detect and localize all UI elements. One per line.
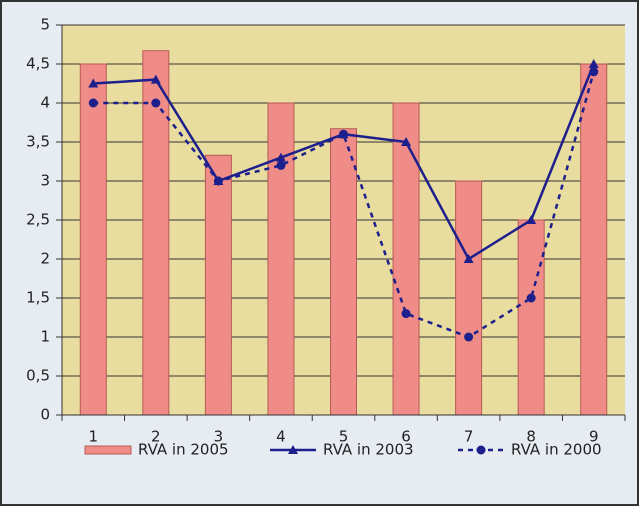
bar <box>517 219 545 416</box>
bar <box>267 102 295 416</box>
bar <box>455 180 483 416</box>
legend-label: RVA in 2003 <box>323 441 414 459</box>
x-tick-label: 5 <box>339 428 349 446</box>
y-tick-label: 1 <box>40 328 50 346</box>
line-marker <box>463 254 474 263</box>
line-marker <box>151 98 161 108</box>
bar <box>142 50 170 416</box>
legend-marker <box>476 445 486 455</box>
bar <box>330 128 357 416</box>
line-marker <box>276 160 286 170</box>
line-marker <box>526 215 537 224</box>
y-tick-label: 4 <box>40 94 50 112</box>
legend-marker <box>288 445 298 454</box>
y-tick-label: 0 <box>40 406 50 424</box>
legend-label: RVA in 2005 <box>138 441 229 459</box>
line-marker <box>88 98 98 108</box>
bar <box>580 63 608 416</box>
x-tick-label: 1 <box>89 428 99 446</box>
bar <box>79 63 107 416</box>
line-marker <box>275 152 286 162</box>
line-marker <box>526 293 536 303</box>
x-tick-label: 8 <box>526 428 536 446</box>
y-tick-label: 0,5 <box>26 367 50 385</box>
x-tick-label: 6 <box>401 428 411 446</box>
y-tick-label: 2,5 <box>26 211 50 229</box>
line-marker <box>401 137 412 146</box>
bar <box>204 154 232 416</box>
y-tick-label: 3 <box>40 172 50 190</box>
x-tick-label: 9 <box>589 428 599 446</box>
line-marker <box>339 129 348 139</box>
x-tick-label: 3 <box>214 428 224 446</box>
y-tick-label: 4,5 <box>26 55 50 73</box>
legend-swatch <box>84 445 132 455</box>
x-tick-label: 4 <box>276 428 286 446</box>
line <box>93 71 595 339</box>
bar <box>392 102 420 416</box>
y-tick-label: 5 <box>40 16 50 34</box>
line-marker <box>150 74 161 84</box>
line-marker <box>213 176 223 186</box>
x-tick-label: 7 <box>464 428 474 446</box>
line-marker <box>401 309 411 319</box>
y-tick-label: 3,5 <box>26 133 50 151</box>
x-tick-label: 2 <box>151 428 161 446</box>
line-marker <box>464 332 474 342</box>
y-tick-label: 1,5 <box>26 289 50 307</box>
line-marker <box>88 78 99 88</box>
line-marker <box>589 67 599 77</box>
y-tick-label: 2 <box>40 250 50 268</box>
line-marker <box>588 59 599 68</box>
legend-label: RVA in 2000 <box>511 441 602 459</box>
